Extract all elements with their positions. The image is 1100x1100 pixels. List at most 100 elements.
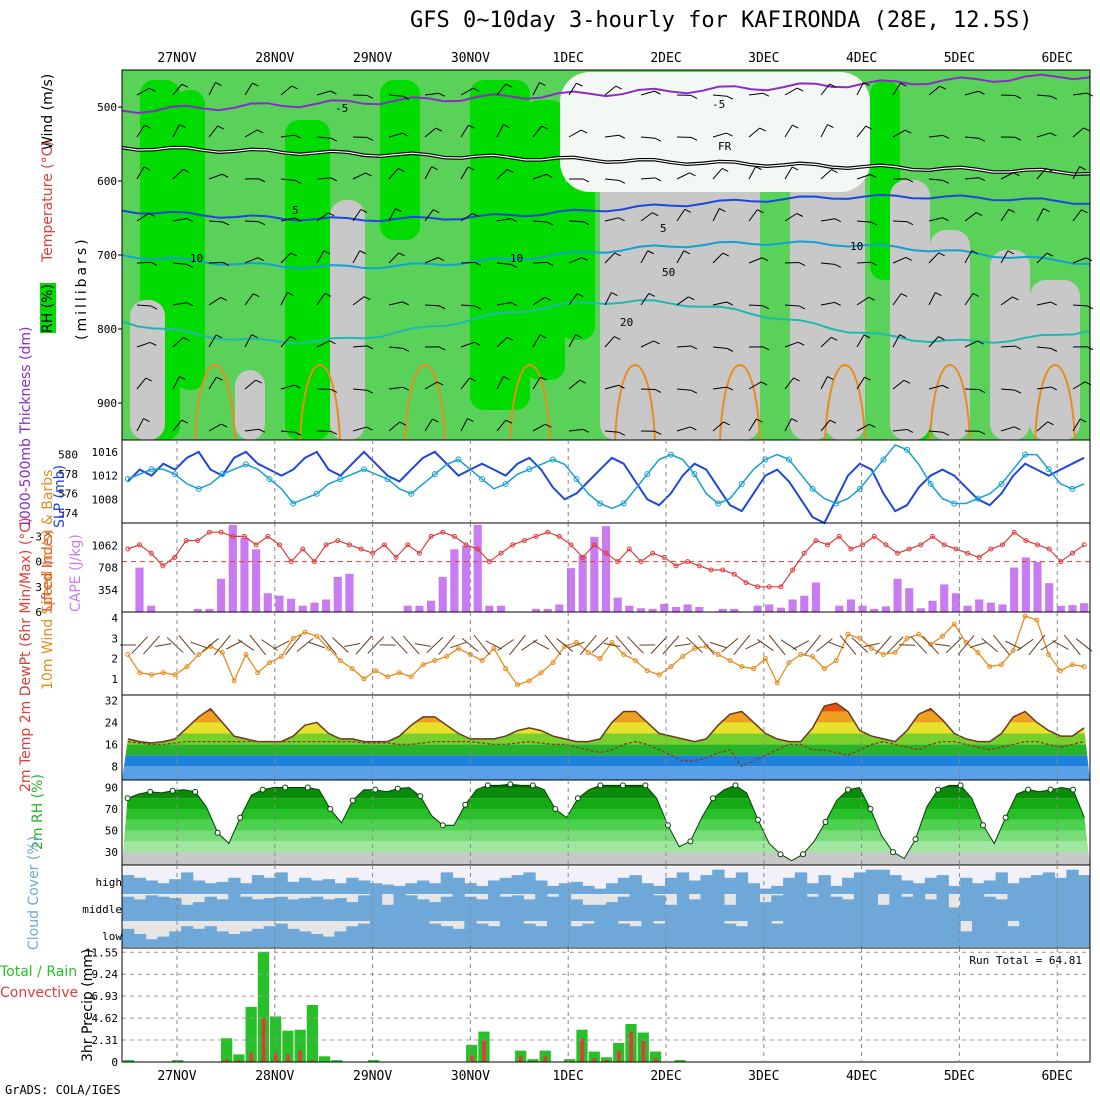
cloud-high-bar — [912, 883, 926, 894]
wind-barb-flag — [506, 336, 514, 341]
cape-bar — [613, 597, 622, 612]
cloud-high-bar — [1042, 872, 1056, 894]
cape-bar — [648, 608, 657, 612]
wind-barb — [496, 262, 511, 265]
cloud-low-bar — [617, 923, 631, 947]
cloud-high-bar — [594, 888, 607, 894]
wind-barb — [388, 386, 403, 390]
isotherm-warm-1 — [299, 364, 341, 441]
surface-barb — [320, 635, 337, 655]
wind-barb — [208, 220, 224, 223]
rh-dry-7 — [1030, 280, 1080, 440]
wind-barb — [568, 129, 582, 138]
cape-bar — [636, 608, 646, 612]
cloud-low-bar — [452, 928, 465, 947]
wind-barb — [676, 250, 685, 264]
cloud-high-bar — [936, 875, 949, 894]
wind-barb-flag — [900, 82, 907, 87]
surface-barb — [851, 637, 869, 653]
wind-barb — [460, 87, 474, 96]
wind-speed-point — [680, 654, 686, 660]
li-point — [976, 554, 982, 560]
cloud-low-bar — [440, 926, 454, 947]
cape-bar — [881, 606, 890, 612]
wind-barb — [676, 296, 689, 306]
cloud-low-bar — [251, 928, 265, 947]
li-point — [696, 563, 702, 569]
rh-band-2 — [122, 830, 1090, 842]
wind-barb-flag — [942, 384, 949, 389]
cloud-high-bar — [676, 872, 690, 894]
surface-barb — [934, 643, 951, 647]
wind-speed-point — [810, 654, 816, 660]
wind-barb — [568, 257, 583, 264]
surface-barb — [473, 634, 491, 656]
wind-barb — [460, 377, 471, 390]
wind-barb-flag — [581, 257, 589, 261]
surface-barb — [721, 637, 739, 653]
rh-point — [552, 806, 559, 813]
wind-barb — [892, 293, 902, 306]
precip-convective-bar — [592, 1058, 597, 1062]
cloud-high-bar — [558, 883, 572, 894]
cloud-high-bar — [511, 875, 524, 894]
wind-barb-flag — [364, 296, 371, 301]
cape-bar — [298, 605, 307, 612]
cloud-low-bar — [747, 921, 760, 947]
wind-speed-point — [644, 668, 650, 674]
surface-barb — [591, 637, 609, 653]
cape-bar — [590, 536, 599, 612]
cloud-middle-bar — [877, 904, 890, 921]
li-point — [206, 529, 212, 535]
thickness-point — [904, 446, 911, 453]
cloud-low-bar — [865, 921, 879, 947]
wind-speed-point — [656, 672, 662, 678]
wind-speed-point — [727, 658, 733, 664]
li-point — [883, 542, 889, 548]
cloud-middle-bar — [169, 898, 182, 921]
wind-speed-point — [585, 649, 591, 655]
wind-barb — [928, 252, 939, 264]
wind-barb — [640, 177, 655, 180]
wind-barb-flag — [186, 302, 194, 307]
slp-tick-1016: 1016 — [92, 446, 119, 459]
cape-bar — [566, 568, 576, 612]
wind-barb-flag — [507, 169, 514, 173]
wind-barb — [568, 428, 583, 432]
cloud-middle-bar — [240, 896, 253, 921]
wind-speed-point — [715, 652, 721, 658]
wind-barb-flag — [294, 179, 302, 184]
isotherm-minus5 — [121, 73, 1091, 115]
li-point — [836, 533, 842, 539]
wind-barb-flag — [366, 426, 373, 431]
surface-barb — [899, 644, 916, 646]
wind-barb-flag — [942, 217, 949, 222]
wind-speed-point — [1010, 647, 1016, 653]
cape-bar — [625, 605, 634, 612]
cloud-high-bar — [1007, 883, 1020, 894]
rh-very-dry — [560, 72, 870, 192]
rh-tick-50: 50 — [105, 825, 118, 838]
rh-point — [1047, 786, 1054, 793]
temp-axis-label: 2m Temp 2m DewPt (6hr Min/Max) (°C) — [18, 517, 34, 792]
date-bottom-5DEC: 5DEC — [944, 1069, 975, 1084]
wind-speed-point — [1057, 668, 1063, 674]
cloud-high-bar — [700, 875, 713, 894]
cape-bar — [765, 604, 774, 612]
wind-barb — [352, 172, 366, 180]
li-point — [801, 550, 807, 556]
precip-convective-bar — [629, 1031, 633, 1062]
cloud-low-bar — [1078, 921, 1091, 947]
wind-barb — [496, 419, 507, 432]
precip-total-bar — [600, 1057, 613, 1062]
cloud-low-bar — [523, 923, 536, 947]
wind-barb — [136, 87, 150, 96]
isotherm-warm-0 — [194, 364, 236, 441]
isotherm-warm-2 — [404, 364, 446, 441]
cape-bar — [601, 526, 611, 612]
precip-total-bar — [257, 951, 270, 1062]
li-point — [510, 542, 516, 548]
li-point — [673, 563, 679, 569]
thickness-point — [620, 500, 627, 507]
li-point — [556, 533, 562, 539]
